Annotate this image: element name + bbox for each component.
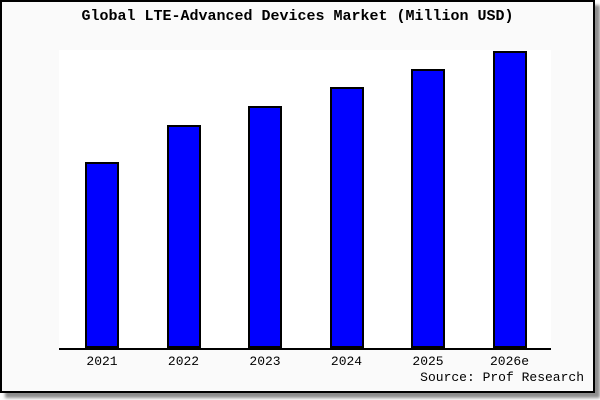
chart-title: Global LTE-Advanced Devices Market (Mill… — [81, 8, 514, 25]
bar-2026e — [492, 51, 527, 348]
bar-2022 — [166, 125, 201, 348]
bar-2025 — [411, 69, 445, 348]
x-tick-label-2022: 2022 — [167, 354, 200, 369]
chart-card: Global LTE-Advanced Devices Market (Mill… — [0, 0, 595, 393]
x-tick-label-2026e: 2026e — [489, 354, 530, 369]
x-tick-label-2025: 2025 — [412, 354, 444, 369]
bar-2023 — [248, 106, 282, 348]
source-credit: Source: Prof Research — [420, 370, 584, 385]
x-axis-tick-row: 2021 2022 2023 2024 2025 2026e — [59, 354, 551, 370]
bar-2024 — [329, 87, 364, 348]
x-tick-label-2023: 2023 — [249, 354, 281, 369]
x-tick-label-2021: 2021 — [86, 354, 118, 369]
plot-area — [59, 50, 551, 350]
x-tick-label-2024: 2024 — [330, 354, 363, 369]
bar-2021 — [85, 162, 119, 348]
